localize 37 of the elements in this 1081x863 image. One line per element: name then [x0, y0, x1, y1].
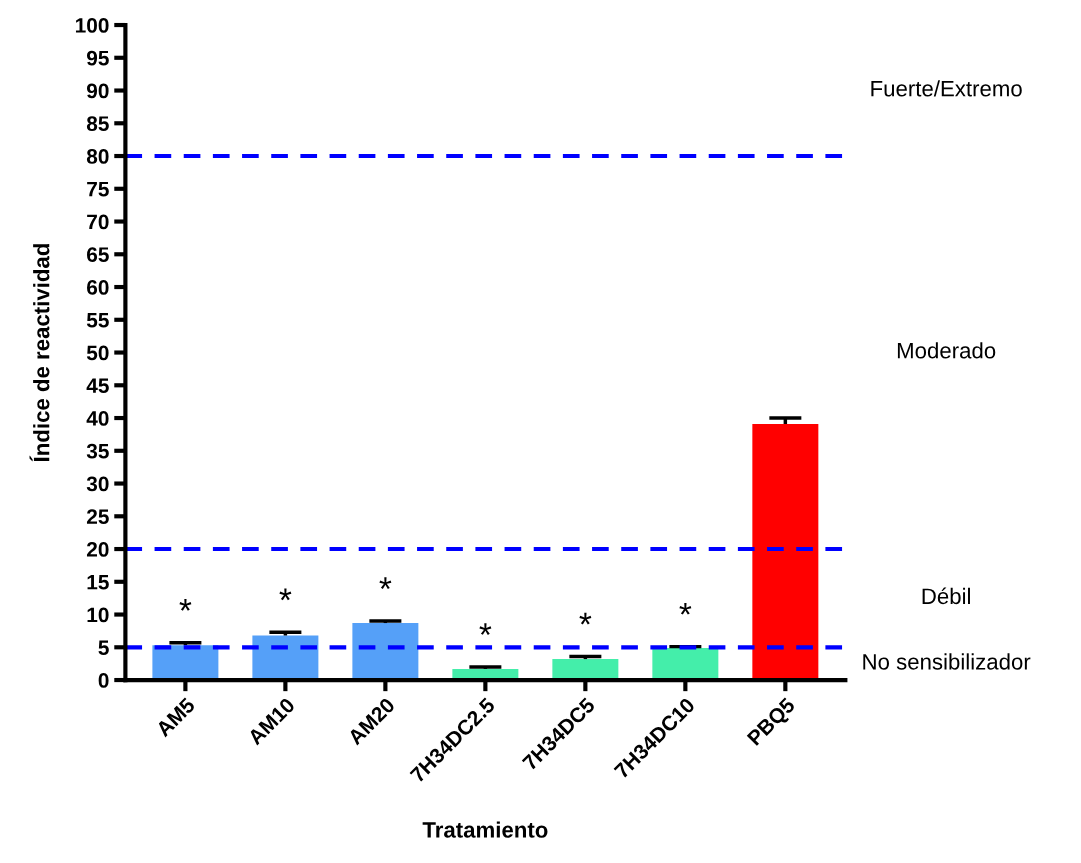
y-tick-label: 80: [86, 149, 109, 164]
y-tick-label: 10: [87, 607, 109, 623]
y-tick-label: 0: [98, 673, 109, 688]
y-tick-label: 50: [86, 345, 109, 361]
text: No sensibilizador: [863, 653, 1031, 670]
annotation: *: [279, 588, 292, 601]
text: Fuerte/Extremo: [871, 80, 1022, 97]
y-tick-label: 75: [87, 182, 109, 197]
y-tick-label: 85: [86, 116, 109, 132]
y-axis-title: Índice de reactividad: [29, 244, 50, 462]
y-tick-label: 70: [87, 214, 109, 230]
bar: [752, 423, 819, 681]
y-tick-label: 15: [87, 575, 109, 590]
annotation: *: [579, 612, 592, 625]
y-tick-label: 55: [86, 313, 109, 328]
y-tick-label: 25: [86, 509, 109, 525]
bar: [552, 659, 619, 681]
annotation: *: [679, 602, 692, 615]
y-tick-label: 5: [98, 640, 109, 656]
x-axis-title: Tratamiento: [422, 821, 548, 838]
annotation: *: [379, 577, 392, 590]
y-tick-label: 35: [86, 443, 109, 459]
y-tick-label: 30: [86, 476, 109, 492]
text: Débil: [922, 587, 970, 605]
y-tick-label: 40: [86, 411, 109, 426]
annotation: *: [479, 623, 492, 635]
bar: [652, 647, 719, 681]
y-tick-label: 45: [86, 378, 109, 394]
y-tick-label: 20: [86, 542, 109, 557]
y-tick-label: 100: [75, 18, 109, 33]
y-tick-label: 60: [87, 280, 109, 295]
text: Moderado: [897, 342, 996, 359]
annotation: *: [179, 598, 192, 611]
y-tick-label: 90: [86, 83, 109, 99]
y-tick-label: 65: [87, 247, 109, 263]
y-tick-label: 95: [86, 50, 109, 66]
bar: [352, 623, 419, 681]
